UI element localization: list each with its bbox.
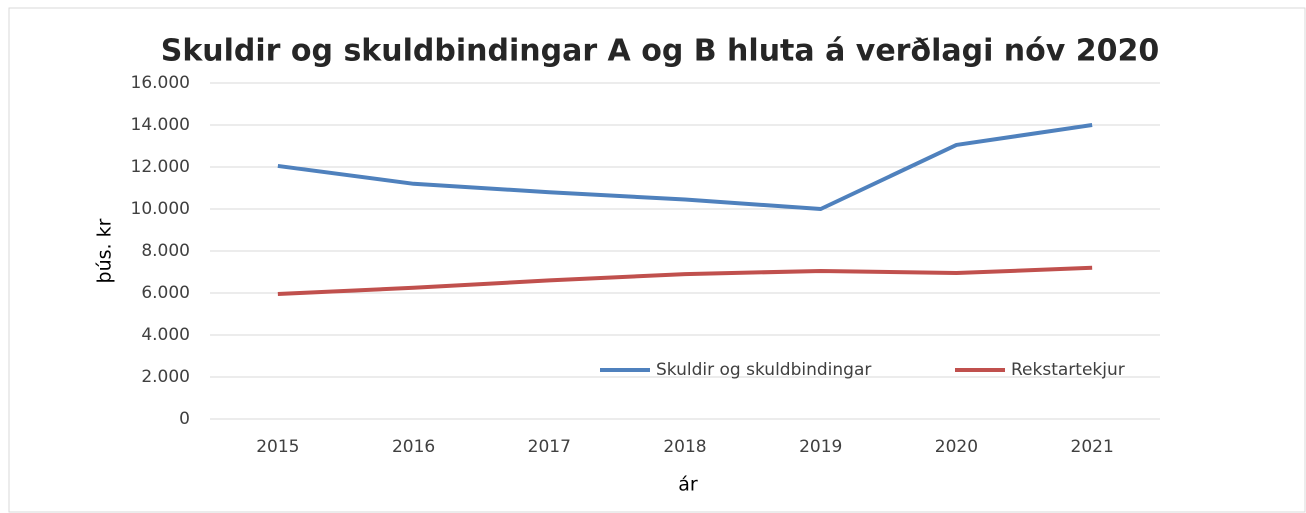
legend-label: Rekstartekjur <box>1011 360 1125 380</box>
y-axis-title: þús. kr <box>94 218 116 283</box>
x-axis-title: ár <box>678 474 698 496</box>
x-tick-label: 2018 <box>663 437 706 457</box>
y-tick-label: 6.000 <box>141 283 190 303</box>
y-tick-label: 2.000 <box>141 367 190 387</box>
x-tick-label: 2017 <box>528 437 571 457</box>
y-tick-label: 14.000 <box>131 115 190 135</box>
x-tick-label: 2019 <box>799 437 842 457</box>
y-tick-label: 12.000 <box>131 157 190 177</box>
x-tick-label: 2020 <box>935 437 978 457</box>
chart-title: Skuldir og skuldbindingar A og B hluta á… <box>161 34 1160 69</box>
x-tick-label: 2021 <box>1071 437 1114 457</box>
y-tick-label: 16.000 <box>131 73 190 93</box>
x-tick-label: 2016 <box>392 437 435 457</box>
y-tick-label: 10.000 <box>131 199 190 219</box>
y-tick-label: 0 <box>179 409 190 429</box>
x-tick-label: 2015 <box>256 437 299 457</box>
y-tick-label: 8.000 <box>141 241 190 261</box>
series-line <box>277 123 1093 211</box>
chart-frame <box>8 7 1306 513</box>
y-tick-label: 4.000 <box>141 325 190 345</box>
series-line <box>277 265 1093 297</box>
legend-label: Skuldir og skuldbindingar <box>656 360 871 380</box>
